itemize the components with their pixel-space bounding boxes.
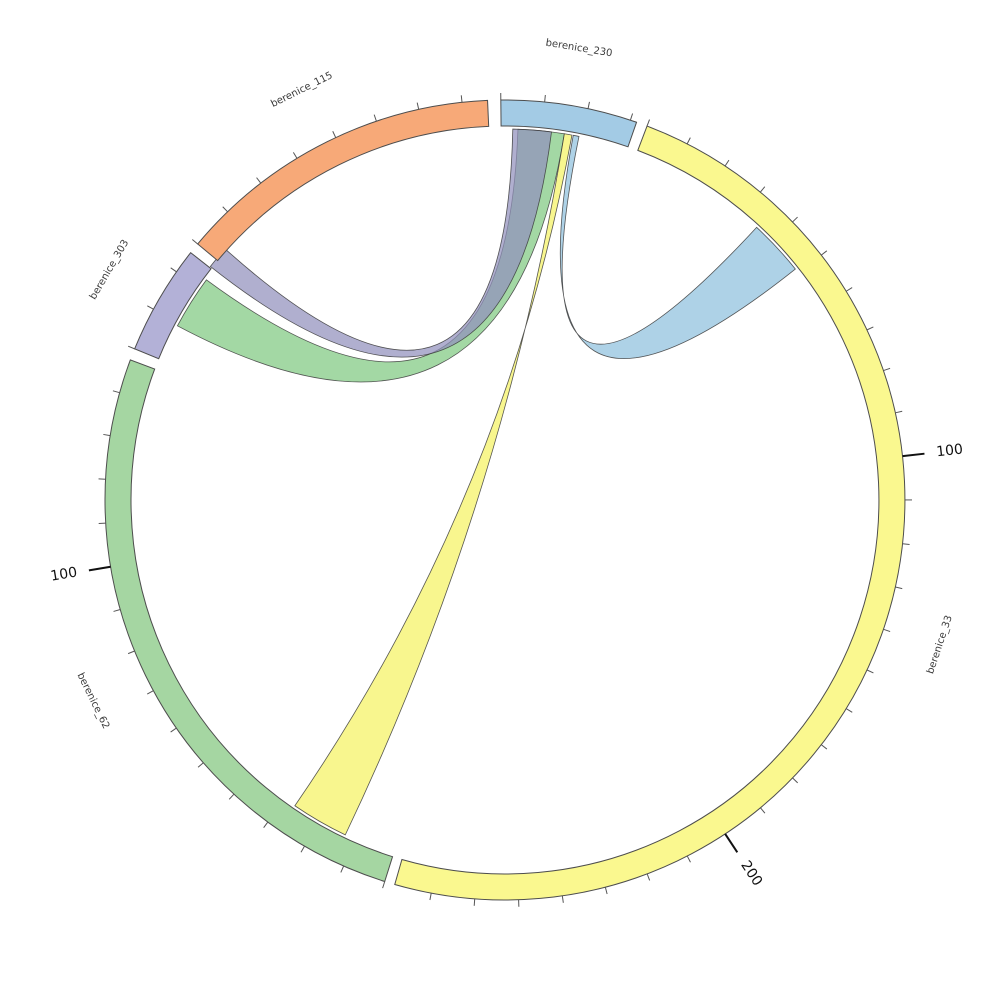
minor-tick [473,898,476,906]
minor-tick [646,873,651,881]
minor-tick [429,893,432,901]
minor-tick [103,433,111,437]
minor-tick [686,855,691,863]
minor-tick [895,586,903,590]
ribbon-link-purple [209,128,552,358]
minor-tick [604,887,608,895]
minor-tick [902,543,910,546]
sector-arcs-layer [104,99,906,901]
ribbons-layer [176,128,796,836]
sector-arc-berenice_230 [500,99,638,148]
labels-layer: 100berenice_62berenice_303berenice_115be… [49,38,963,889]
minor-tick [845,287,853,292]
minor-tick [883,367,891,372]
minor-tick [256,177,262,184]
minor-tick [263,821,269,829]
sector-arc-berenice_33 [394,125,906,901]
sector-label-berenice_115: berenice_115 [269,70,334,110]
minor-tick [883,628,891,633]
minor-tick [561,895,564,903]
minor-tick [792,777,799,784]
minor-tick [460,95,463,103]
minor-tick [197,762,204,768]
sector-arc-berenice_62 [104,359,394,883]
minor-tick [866,669,874,674]
minor-tick [759,186,766,193]
minor-tick [127,345,135,350]
minor-tick [170,727,177,733]
minor-tick [340,865,345,873]
major-tick [88,565,111,572]
minor-tick [686,137,691,145]
minor-tick [146,690,154,695]
minor-tick [170,267,177,273]
minor-tick [300,845,305,853]
minor-tick [846,708,853,713]
minor-tick [821,744,828,750]
minor-tick [382,881,386,889]
sector-arc-berenice_115 [196,99,490,262]
minor-tick [416,102,420,110]
minor-tick [113,609,121,612]
sector-label-berenice_303: berenice_303 [88,238,131,302]
minor-tick [895,410,903,414]
ribbon-link-blue [559,134,796,359]
minor-tick [228,793,235,800]
minor-tick [222,206,228,213]
major-tick [902,452,925,458]
minor-tick [629,113,634,121]
minor-tick [724,159,730,167]
axis-tick-label: 100 [936,441,964,460]
major-tick [724,833,739,853]
minor-tick [760,807,766,814]
minor-tick [191,239,199,245]
minor-tick [332,131,337,138]
sector-label-berenice_62: berenice_62 [75,671,112,731]
minor-tick [127,650,135,655]
sector-arc-berenice_303 [133,251,212,360]
minor-tick [820,250,828,256]
minor-tick [292,152,298,159]
axis-tick-label: 200 [737,858,765,889]
minor-tick [147,305,154,310]
axis-ticks-layer [88,93,925,907]
minor-tick [112,390,120,394]
minor-tick [792,216,798,223]
sector-label-berenice_33: berenice_33 [925,614,955,675]
minor-tick [373,114,377,122]
minor-tick [544,94,546,103]
minor-tick [587,101,590,109]
ribbon-link-yellow [294,133,573,836]
minor-tick [866,326,874,331]
sector-label-berenice_230: berenice_230 [545,38,613,60]
minor-tick [646,119,650,127]
axis-tick-label: 100 [49,564,78,584]
